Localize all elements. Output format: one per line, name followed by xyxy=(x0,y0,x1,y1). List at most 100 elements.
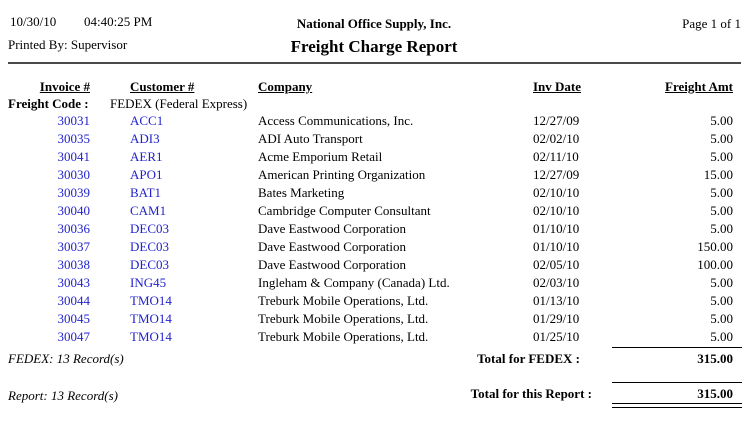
group-record-count: FEDEX: 13 Record(s) xyxy=(8,351,124,366)
customer-link[interactable]: ING45 xyxy=(130,275,167,290)
freight-amt-cell: 5.00 xyxy=(710,275,733,290)
invoice-link[interactable]: 30047 xyxy=(57,329,91,344)
company-name-cell: Acme Emporium Retail xyxy=(258,149,383,164)
table-row: 30041 AER1 Acme Emporium Retail 02/11/10 5.0… xyxy=(0,149,748,167)
report-rows: 30031 ACC1 Access Communications, Inc. 12/2… xyxy=(0,113,748,347)
freight-code-value: FEDEX (Federal Express) xyxy=(110,96,248,111)
print-date: 10/30/10 xyxy=(10,14,57,29)
company-name-cell: Dave Eastwood Corporation xyxy=(258,257,407,272)
company-name-cell: Treburk Mobile Operations, Ltd. xyxy=(258,329,429,344)
inv-date-cell: 02/02/10 xyxy=(533,131,580,146)
freight-amt-cell: 5.00 xyxy=(710,131,733,146)
inv-date-cell: 02/10/10 xyxy=(533,203,580,218)
company-name-cell: Treburk Mobile Operations, Ltd. xyxy=(258,293,429,308)
report-total-label: Total for this Report : xyxy=(470,386,592,401)
company-name-cell: Access Communications, Inc. xyxy=(258,113,414,128)
customer-link[interactable]: TMO14 xyxy=(130,293,172,308)
group-total-rule xyxy=(612,347,742,348)
invoice-link[interactable]: 30044 xyxy=(57,293,91,308)
table-row: 30038 DEC03 Dave Eastwood Corporation 02/05… xyxy=(0,257,748,275)
customer-link[interactable]: DEC03 xyxy=(130,257,169,272)
invoice-link[interactable]: 30041 xyxy=(57,149,91,164)
customer-link[interactable]: ACC1 xyxy=(130,113,164,128)
table-row: 30039 BAT1 Bates Marketing 02/10/10 5.00 xyxy=(0,185,748,203)
freight-amt-cell: 5.00 xyxy=(710,221,733,236)
print-time: 04:40:25 PM xyxy=(84,14,153,29)
freight-amt-cell: 5.00 xyxy=(710,329,733,344)
header-separator-line xyxy=(8,62,741,64)
inv-date-cell: 01/10/10 xyxy=(533,239,580,254)
invoice-link[interactable]: 30039 xyxy=(57,185,91,200)
customer-link[interactable]: ADI3 xyxy=(130,131,160,146)
table-row: 30044 TMO14 Treburk Mobile Operations, Ltd… xyxy=(0,293,748,311)
freight-code-label: Freight Code : xyxy=(8,96,89,111)
table-row: 30036 DEC03 Dave Eastwood Corporation 01/10… xyxy=(0,221,748,239)
table-row: 30031 ACC1 Access Communications, Inc. 12/2… xyxy=(0,113,748,131)
company-name-cell: Cambridge Computer Consultant xyxy=(258,203,431,218)
freight-amt-cell: 100.00 xyxy=(697,257,733,272)
report-title: Freight Charge Report xyxy=(290,37,458,56)
printed-by: Printed By: Supervisor xyxy=(8,37,128,52)
column-header-company: Company xyxy=(258,79,313,94)
column-header-row: Invoice # Customer # Company Inv Date Fr… xyxy=(0,79,748,97)
customer-link[interactable]: CAM1 xyxy=(130,203,167,218)
freight-amt-cell: 5.00 xyxy=(710,149,733,164)
group-total-label: Total for FEDEX : xyxy=(477,351,580,366)
freight-amt-cell: 5.00 xyxy=(710,203,733,218)
invoice-link[interactable]: 30038 xyxy=(57,257,91,272)
company-name-cell: ADI Auto Transport xyxy=(258,131,363,146)
column-header-freight-amt: Freight Amt xyxy=(665,79,733,94)
customer-link[interactable]: TMO14 xyxy=(130,329,172,344)
inv-date-cell: 02/11/10 xyxy=(533,149,579,164)
freight-amt-cell: 150.00 xyxy=(697,239,733,254)
report-total-value: 315.00 xyxy=(697,386,733,401)
invoice-link[interactable]: 30030 xyxy=(57,167,91,182)
report-total-rule xyxy=(612,382,742,383)
column-header-invoice: Invoice # xyxy=(39,79,90,94)
customer-link[interactable]: AER1 xyxy=(130,149,163,164)
company-name-cell: American Printing Organization xyxy=(258,167,426,182)
inv-date-cell: 12/27/09 xyxy=(533,167,580,182)
inv-date-cell: 02/05/10 xyxy=(533,257,580,272)
inv-date-cell: 01/10/10 xyxy=(533,221,580,236)
page-indicator: Page 1 of 1 xyxy=(682,16,741,31)
report-record-count: Report: 13 Record(s) xyxy=(8,388,118,403)
company-name: National Office Supply, Inc. xyxy=(296,16,452,31)
company-name-cell: Dave Eastwood Corporation xyxy=(258,221,407,236)
customer-link[interactable]: DEC03 xyxy=(130,221,169,236)
company-name-cell: Dave Eastwood Corporation xyxy=(258,239,407,254)
freight-amt-cell: 5.00 xyxy=(710,185,733,200)
invoice-link[interactable]: 30036 xyxy=(57,221,91,236)
inv-date-cell: 02/03/10 xyxy=(533,275,580,290)
freight-amt-cell: 5.00 xyxy=(710,113,733,128)
invoice-link[interactable]: 30035 xyxy=(57,131,91,146)
column-header-inv-date: Inv Date xyxy=(533,79,582,94)
company-name-cell: Treburk Mobile Operations, Ltd. xyxy=(258,311,429,326)
table-row: 30047 TMO14 Treburk Mobile Operations, Ltd… xyxy=(0,329,748,347)
invoice-link[interactable]: 30037 xyxy=(57,239,91,254)
table-row: 30030 APO1 American Printing Organization 1… xyxy=(0,167,748,185)
inv-date-cell: 02/10/10 xyxy=(533,185,580,200)
customer-link[interactable]: BAT1 xyxy=(130,185,162,200)
invoice-link[interactable]: 30031 xyxy=(57,113,91,128)
group-total-value: 315.00 xyxy=(697,351,733,366)
table-row: 30037 DEC03 Dave Eastwood Corporation 01/10… xyxy=(0,239,748,257)
report-total-double-rule xyxy=(612,403,742,408)
invoice-link[interactable]: 30043 xyxy=(57,275,91,290)
invoice-link[interactable]: 30045 xyxy=(57,311,91,326)
customer-link[interactable]: APO1 xyxy=(130,167,163,182)
table-row: 30040 CAM1 Cambridge Computer Consultant 02… xyxy=(0,203,748,221)
freight-amt-cell: 15.00 xyxy=(703,167,733,182)
inv-date-cell: 01/29/10 xyxy=(533,311,580,326)
inv-date-cell: 12/27/09 xyxy=(533,113,580,128)
invoice-link[interactable]: 30040 xyxy=(57,203,91,218)
table-row: 30043 ING45 Ingleham & Company (Canada) Lt… xyxy=(0,275,748,293)
customer-link[interactable]: TMO14 xyxy=(130,311,172,326)
company-name-cell: Ingleham & Company (Canada) Ltd. xyxy=(258,275,450,290)
customer-link[interactable]: DEC03 xyxy=(130,239,169,254)
table-row: 30035 ADI3 ADI Auto Transport 02/02/10 5.00 xyxy=(0,131,748,149)
freight-amt-cell: 5.00 xyxy=(710,293,733,308)
table-row: 30045 TMO14 Treburk Mobile Operations, Ltd… xyxy=(0,311,748,329)
inv-date-cell: 01/25/10 xyxy=(533,329,580,344)
